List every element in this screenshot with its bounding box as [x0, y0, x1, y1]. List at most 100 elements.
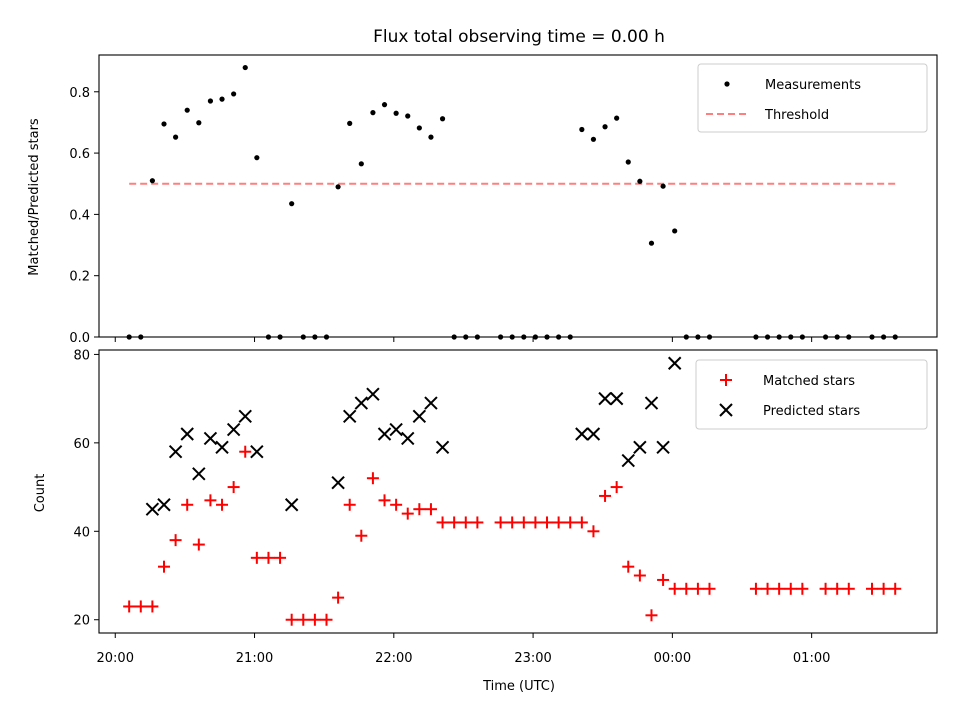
matched-stars-point: [529, 516, 542, 529]
measurement-point: [428, 134, 434, 140]
legend-measurements-marker: [724, 81, 730, 87]
matched-stars-point: [390, 498, 403, 511]
matched-stars-point: [842, 582, 855, 595]
matched-stars-point: [575, 516, 588, 529]
matched-stars-point: [691, 582, 704, 595]
predicted-stars-point: [621, 453, 635, 468]
predicted-stars-point: [168, 444, 183, 459]
predicted-stars-point: [250, 444, 264, 459]
bottom-y-tick-label: 40: [73, 525, 90, 540]
measurement-point: [660, 183, 666, 189]
predicted-stars-point: [667, 356, 682, 370]
legend-matched-marker: [720, 374, 732, 386]
matched-stars-point: [703, 582, 716, 595]
predicted-stars-point: [145, 502, 160, 516]
predicted-stars-point: [342, 409, 357, 424]
predicted-stars-point: [575, 427, 589, 441]
predicted-stars-point: [598, 391, 612, 406]
matched-stars-point: [192, 538, 205, 551]
predicted-stars-point: [401, 431, 415, 446]
matched-stars-point: [517, 516, 530, 529]
top-y-tick-label: 0.4: [69, 208, 90, 223]
predicted-stars-point: [389, 422, 403, 437]
measurement-point: [637, 178, 643, 184]
matched-stars-point: [587, 525, 600, 538]
matched-stars-point: [424, 503, 437, 516]
predicted-stars-point: [633, 440, 647, 454]
matched-stars-point: [436, 516, 449, 529]
predicted-stars-point: [180, 427, 194, 441]
bottom-x-tick-label: 21:00: [236, 651, 273, 666]
matched-stars-point: [308, 613, 321, 626]
measurement-point: [231, 91, 237, 97]
matched-stars-point: [819, 582, 832, 595]
predicted-stars-point: [656, 440, 670, 454]
measurement-point: [196, 120, 202, 126]
matched-stars-point: [332, 591, 345, 604]
matched-stars-point: [506, 516, 519, 529]
measurement-point: [416, 125, 422, 131]
top-panel: 0.00.20.40.60.8 Matched/Predicted stars …: [27, 54, 938, 346]
legend-matched-label: Matched stars: [763, 374, 855, 389]
measurement-point: [590, 136, 597, 142]
top-legend-box: [697, 63, 928, 133]
top-series-layer: [126, 64, 898, 340]
measurement-point: [648, 240, 655, 246]
matched-stars-point: [552, 516, 565, 529]
top-y-tick-label: 0.0: [69, 331, 90, 346]
top-y-tick-label: 0.6: [69, 147, 90, 162]
matched-stars-point: [610, 481, 623, 494]
top-y-ticks: 0.0 0.2 0.4 0.6 0.8: [69, 86, 99, 346]
predicted-stars-point: [203, 431, 218, 446]
matched-stars-point: [645, 609, 658, 622]
matched-stars-point: [541, 516, 554, 529]
matched-stars-point: [633, 569, 646, 582]
top-y-axis-label: Matched/Predicted stars: [27, 118, 42, 276]
matched-stars-point: [448, 516, 461, 529]
bottom-x-ticks: 20:00 21:00 22:00 23:00 00:00 01:00: [97, 633, 830, 666]
measurement-point: [370, 110, 376, 116]
predicted-stars-point: [354, 396, 369, 410]
matched-stars-point: [471, 516, 484, 529]
matched-stars-point: [123, 600, 136, 613]
measurement-point: [335, 184, 341, 190]
bottom-x-tick-label: 22:00: [375, 651, 412, 666]
matched-stars-point: [668, 582, 681, 595]
measurement-point: [207, 98, 214, 104]
matched-stars-point: [216, 498, 229, 511]
predicted-stars-point: [157, 498, 171, 512]
measurement-point: [579, 126, 585, 133]
bottom-x-tick-label: 01:00: [793, 651, 830, 666]
measurement-point: [242, 64, 248, 71]
matched-stars-point: [146, 600, 159, 613]
bottom-x-tick-label: 23:00: [514, 651, 551, 666]
matched-stars-point: [773, 582, 786, 595]
predicted-stars-point: [424, 396, 438, 410]
measurement-point: [289, 201, 295, 207]
legend-threshold-label: Threshold: [764, 108, 829, 123]
matched-stars-point: [181, 498, 194, 511]
matched-stars-point: [749, 582, 762, 595]
bottom-axes-frame: [98, 349, 938, 634]
matched-stars-point: [297, 613, 310, 626]
top-y-tick-label: 0.8: [69, 86, 90, 101]
matched-stars-point: [680, 582, 693, 595]
top-axes-frame: [98, 54, 938, 338]
measurement-point: [405, 113, 411, 119]
bottom-y-tick-label: 80: [73, 348, 90, 363]
measurement-point: [219, 96, 225, 102]
predicted-stars-point: [238, 409, 252, 424]
matched-stars-point: [250, 551, 263, 564]
matched-stars-point: [169, 534, 182, 547]
bottom-legend: Matched stars Predicted stars: [695, 359, 928, 430]
matched-stars-point: [355, 529, 368, 542]
measurement-point: [614, 115, 620, 121]
matched-stars-point: [796, 582, 809, 595]
bottom-y-axis-label: Count: [33, 474, 48, 513]
bottom-y-tick-label: 60: [73, 437, 90, 452]
bottom-x-tick-label: 20:00: [97, 651, 134, 666]
matched-stars-point: [134, 600, 147, 613]
matched-stars-point: [378, 494, 391, 507]
matched-stars-point: [877, 582, 890, 595]
matched-stars-point: [204, 494, 217, 507]
